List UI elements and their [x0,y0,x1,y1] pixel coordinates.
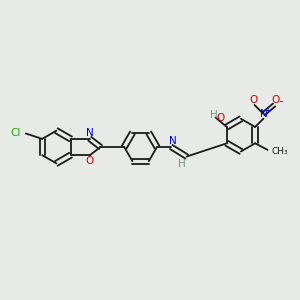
Text: N: N [260,109,267,119]
Text: H: H [209,110,217,120]
Text: O: O [249,94,257,105]
Text: -: - [278,95,283,108]
Text: O: O [86,156,94,166]
Text: N: N [169,136,176,146]
Text: N: N [86,128,94,138]
Text: CH₃: CH₃ [271,147,288,156]
Text: +: + [264,106,271,115]
Text: Cl: Cl [10,128,20,138]
Text: O: O [271,94,279,105]
Text: O: O [216,113,225,123]
Text: H: H [178,159,186,169]
